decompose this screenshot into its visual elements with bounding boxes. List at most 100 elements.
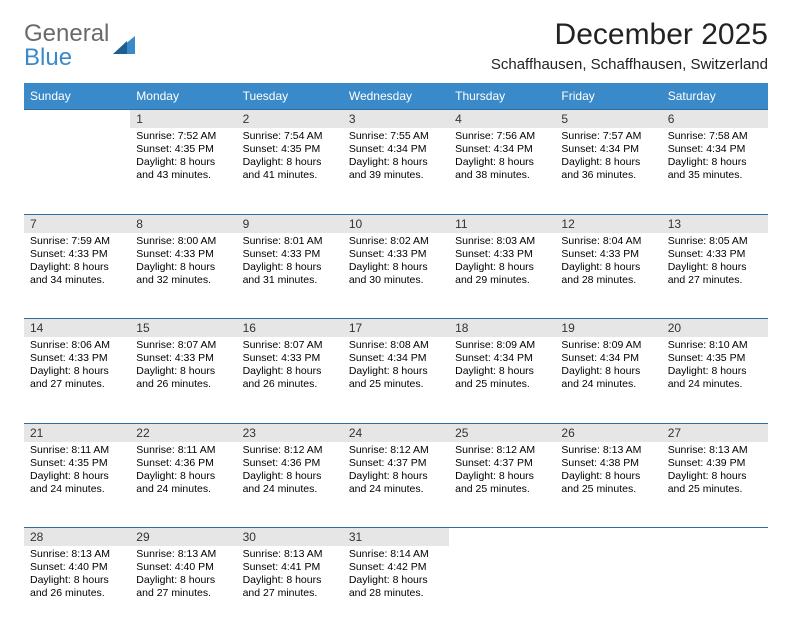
day-details: Sunrise: 8:02 AMSunset: 4:33 PMDaylight:… xyxy=(343,233,449,294)
weekday-header: Saturday xyxy=(662,83,768,110)
day-details: Sunrise: 8:12 AMSunset: 4:36 PMDaylight:… xyxy=(237,442,343,503)
day-number-cell: 7 xyxy=(24,214,130,233)
day-details: Sunrise: 8:11 AMSunset: 4:35 PMDaylight:… xyxy=(24,442,130,503)
day-details: Sunrise: 8:08 AMSunset: 4:34 PMDaylight:… xyxy=(343,337,449,398)
day-details: Sunrise: 8:11 AMSunset: 4:36 PMDaylight:… xyxy=(130,442,236,503)
day-body-row: Sunrise: 8:06 AMSunset: 4:33 PMDaylight:… xyxy=(24,337,768,423)
day-body-row: Sunrise: 7:52 AMSunset: 4:35 PMDaylight:… xyxy=(24,128,768,214)
day-body-row: Sunrise: 8:11 AMSunset: 4:35 PMDaylight:… xyxy=(24,442,768,528)
day-body-cell: Sunrise: 8:12 AMSunset: 4:36 PMDaylight:… xyxy=(237,442,343,528)
day-number-row: 28293031 xyxy=(24,528,768,547)
day-number-cell: 24 xyxy=(343,423,449,442)
day-body-cell: Sunrise: 8:11 AMSunset: 4:36 PMDaylight:… xyxy=(130,442,236,528)
day-details: Sunrise: 8:13 AMSunset: 4:38 PMDaylight:… xyxy=(555,442,661,503)
day-details: Sunrise: 7:56 AMSunset: 4:34 PMDaylight:… xyxy=(449,128,555,189)
day-body-cell: Sunrise: 8:00 AMSunset: 4:33 PMDaylight:… xyxy=(130,233,236,319)
day-number-cell: 9 xyxy=(237,214,343,233)
day-details: Sunrise: 8:07 AMSunset: 4:33 PMDaylight:… xyxy=(237,337,343,398)
day-number-cell: 1 xyxy=(130,110,236,129)
day-number-cell: 26 xyxy=(555,423,661,442)
day-details: Sunrise: 8:13 AMSunset: 4:40 PMDaylight:… xyxy=(130,546,236,607)
day-body-cell: Sunrise: 7:59 AMSunset: 4:33 PMDaylight:… xyxy=(24,233,130,319)
weekday-header: Friday xyxy=(555,83,661,110)
day-body-cell: Sunrise: 8:03 AMSunset: 4:33 PMDaylight:… xyxy=(449,233,555,319)
day-details: Sunrise: 8:03 AMSunset: 4:33 PMDaylight:… xyxy=(449,233,555,294)
day-number-cell: 27 xyxy=(662,423,768,442)
day-details: Sunrise: 7:57 AMSunset: 4:34 PMDaylight:… xyxy=(555,128,661,189)
day-number-cell xyxy=(662,528,768,547)
day-number-row: 14151617181920 xyxy=(24,319,768,338)
brand-part1: General xyxy=(24,20,109,47)
day-details: Sunrise: 7:52 AMSunset: 4:35 PMDaylight:… xyxy=(130,128,236,189)
day-body-cell: Sunrise: 8:13 AMSunset: 4:39 PMDaylight:… xyxy=(662,442,768,528)
weekday-header-row: Sunday Monday Tuesday Wednesday Thursday… xyxy=(24,83,768,110)
day-details: Sunrise: 8:13 AMSunset: 4:40 PMDaylight:… xyxy=(24,546,130,607)
day-body-row: Sunrise: 7:59 AMSunset: 4:33 PMDaylight:… xyxy=(24,233,768,319)
day-number-cell: 30 xyxy=(237,528,343,547)
day-number-cell: 31 xyxy=(343,528,449,547)
day-number-cell: 10 xyxy=(343,214,449,233)
day-details: Sunrise: 7:59 AMSunset: 4:33 PMDaylight:… xyxy=(24,233,130,294)
day-details: Sunrise: 7:54 AMSunset: 4:35 PMDaylight:… xyxy=(237,128,343,189)
day-details: Sunrise: 8:01 AMSunset: 4:33 PMDaylight:… xyxy=(237,233,343,294)
day-body-cell: Sunrise: 7:54 AMSunset: 4:35 PMDaylight:… xyxy=(237,128,343,214)
day-number-cell xyxy=(449,528,555,547)
day-details: Sunrise: 8:12 AMSunset: 4:37 PMDaylight:… xyxy=(343,442,449,503)
weekday-header: Thursday xyxy=(449,83,555,110)
day-body-cell: Sunrise: 8:04 AMSunset: 4:33 PMDaylight:… xyxy=(555,233,661,319)
day-number-cell: 14 xyxy=(24,319,130,338)
day-number-cell: 21 xyxy=(24,423,130,442)
brand-triangle-icon xyxy=(113,34,141,59)
day-body-cell: Sunrise: 8:10 AMSunset: 4:35 PMDaylight:… xyxy=(662,337,768,423)
day-details: Sunrise: 8:14 AMSunset: 4:42 PMDaylight:… xyxy=(343,546,449,607)
day-number-cell: 19 xyxy=(555,319,661,338)
day-number-row: 21222324252627 xyxy=(24,423,768,442)
day-body-cell xyxy=(555,546,661,632)
location-text: Schaffhausen, Schaffhausen, Switzerland xyxy=(491,56,768,73)
day-body-cell: Sunrise: 8:07 AMSunset: 4:33 PMDaylight:… xyxy=(237,337,343,423)
day-number-cell: 23 xyxy=(237,423,343,442)
day-body-cell: Sunrise: 8:12 AMSunset: 4:37 PMDaylight:… xyxy=(449,442,555,528)
weekday-header: Tuesday xyxy=(237,83,343,110)
day-number-cell: 13 xyxy=(662,214,768,233)
day-number-cell: 6 xyxy=(662,110,768,129)
day-number-row: 123456 xyxy=(24,110,768,129)
brand-logo: General Blue xyxy=(24,18,141,70)
day-number-cell: 25 xyxy=(449,423,555,442)
day-number-cell: 17 xyxy=(343,319,449,338)
day-body-cell: Sunrise: 8:02 AMSunset: 4:33 PMDaylight:… xyxy=(343,233,449,319)
day-number-cell: 20 xyxy=(662,319,768,338)
day-number-row: 78910111213 xyxy=(24,214,768,233)
day-body-cell xyxy=(662,546,768,632)
page-title: December 2025 xyxy=(491,18,768,52)
day-body-cell: Sunrise: 8:01 AMSunset: 4:33 PMDaylight:… xyxy=(237,233,343,319)
day-body-cell: Sunrise: 8:13 AMSunset: 4:41 PMDaylight:… xyxy=(237,546,343,632)
day-number-cell: 8 xyxy=(130,214,236,233)
day-body-cell: Sunrise: 8:11 AMSunset: 4:35 PMDaylight:… xyxy=(24,442,130,528)
day-body-cell: Sunrise: 8:06 AMSunset: 4:33 PMDaylight:… xyxy=(24,337,130,423)
day-body-cell: Sunrise: 7:57 AMSunset: 4:34 PMDaylight:… xyxy=(555,128,661,214)
day-details: Sunrise: 8:05 AMSunset: 4:33 PMDaylight:… xyxy=(662,233,768,294)
day-number-cell: 12 xyxy=(555,214,661,233)
day-details: Sunrise: 7:58 AMSunset: 4:34 PMDaylight:… xyxy=(662,128,768,189)
day-body-cell: Sunrise: 7:58 AMSunset: 4:34 PMDaylight:… xyxy=(662,128,768,214)
day-body-cell xyxy=(24,128,130,214)
day-body-cell: Sunrise: 7:56 AMSunset: 4:34 PMDaylight:… xyxy=(449,128,555,214)
day-body-row: Sunrise: 8:13 AMSunset: 4:40 PMDaylight:… xyxy=(24,546,768,632)
day-number-cell: 5 xyxy=(555,110,661,129)
day-number-cell: 28 xyxy=(24,528,130,547)
day-number-cell: 29 xyxy=(130,528,236,547)
day-body-cell: Sunrise: 8:13 AMSunset: 4:38 PMDaylight:… xyxy=(555,442,661,528)
day-number-cell: 2 xyxy=(237,110,343,129)
day-body-cell: Sunrise: 7:55 AMSunset: 4:34 PMDaylight:… xyxy=(343,128,449,214)
day-body-cell: Sunrise: 8:12 AMSunset: 4:37 PMDaylight:… xyxy=(343,442,449,528)
day-details: Sunrise: 8:12 AMSunset: 4:37 PMDaylight:… xyxy=(449,442,555,503)
day-body-cell: Sunrise: 8:09 AMSunset: 4:34 PMDaylight:… xyxy=(555,337,661,423)
day-details: Sunrise: 8:09 AMSunset: 4:34 PMDaylight:… xyxy=(449,337,555,398)
day-body-cell: Sunrise: 8:09 AMSunset: 4:34 PMDaylight:… xyxy=(449,337,555,423)
day-number-cell: 16 xyxy=(237,319,343,338)
day-number-cell: 18 xyxy=(449,319,555,338)
day-body-cell: Sunrise: 8:13 AMSunset: 4:40 PMDaylight:… xyxy=(24,546,130,632)
day-number-cell: 15 xyxy=(130,319,236,338)
day-body-cell: Sunrise: 7:52 AMSunset: 4:35 PMDaylight:… xyxy=(130,128,236,214)
